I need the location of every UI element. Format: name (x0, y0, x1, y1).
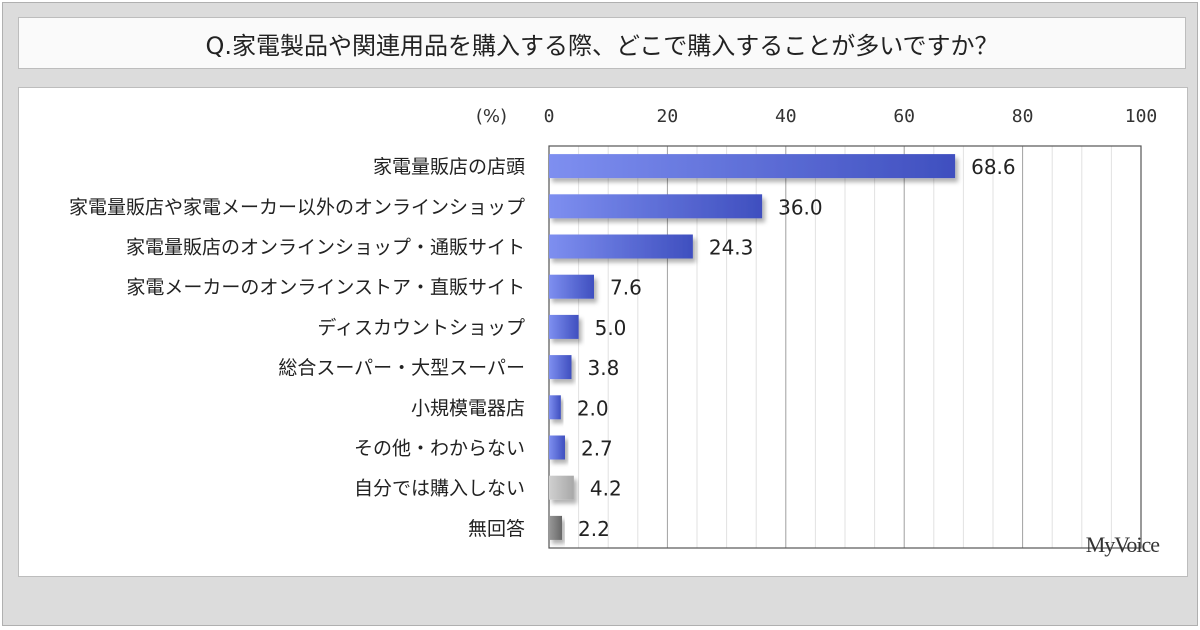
bar (549, 154, 956, 179)
x-tick-label: 100 (1125, 106, 1158, 127)
category-label: 総合スーパー・大型スーパー (278, 357, 525, 379)
category-label: ディスカウントショップ (317, 317, 525, 339)
myvoice-logo: MyVoice (1085, 532, 1160, 557)
bar (549, 475, 574, 500)
bar (549, 435, 565, 460)
data-label: 2.2 (578, 517, 610, 541)
bar-chart: 0 20 40 60 80 100 (%) 家電量販店の店頭 68.6 家電量販店や家電メーカー以… (69, 106, 1158, 549)
bar (549, 515, 563, 540)
category-label: 家電量販店や家電メーカー以外のオンラインショップ (69, 196, 525, 218)
x-tick-label: 80 (1012, 106, 1034, 127)
bar (549, 395, 561, 420)
data-label: 7.6 (610, 276, 642, 300)
x-tick-label: 20 (657, 106, 679, 127)
chart-panel: 0 20 40 60 80 100 (%) 家電量販店の店頭 68.6 家電量販店や家電メーカー以… (18, 87, 1188, 577)
category-label: その他・わからない (354, 438, 525, 460)
category-label: 自分では購入しない (354, 478, 525, 500)
x-tick-label: 0 (544, 106, 555, 127)
x-axis-unit-label: (%) (476, 106, 507, 127)
category-label: 家電量販店の店頭 (373, 156, 525, 178)
category-label: 無回答 (468, 518, 525, 540)
data-label: 36.0 (778, 195, 823, 219)
data-label: 24.3 (709, 236, 754, 260)
chart-title: Q.家電製品や関連用品を購入する際、どこで購入することが多いですか？ (18, 17, 1186, 69)
x-tick-label: 60 (893, 106, 915, 127)
bar (549, 314, 579, 339)
data-label: 68.6 (971, 155, 1016, 179)
x-tick-label: 40 (775, 106, 797, 127)
bar (549, 274, 594, 299)
bar (549, 194, 763, 219)
bar (549, 355, 572, 380)
data-label: 3.8 (587, 356, 619, 380)
data-label: 4.2 (590, 477, 622, 501)
data-label: 5.0 (595, 316, 627, 340)
category-label: 小規模電器店 (411, 397, 525, 419)
category-label: 家電量販店のオンラインショップ・通販サイト (126, 237, 525, 259)
category-label: 家電メーカーのオンラインストア・直販サイト (126, 277, 525, 299)
bar (549, 234, 693, 259)
data-label: 2.0 (577, 396, 609, 420)
data-label: 2.7 (581, 437, 613, 461)
plot-area-border (548, 145, 1142, 549)
